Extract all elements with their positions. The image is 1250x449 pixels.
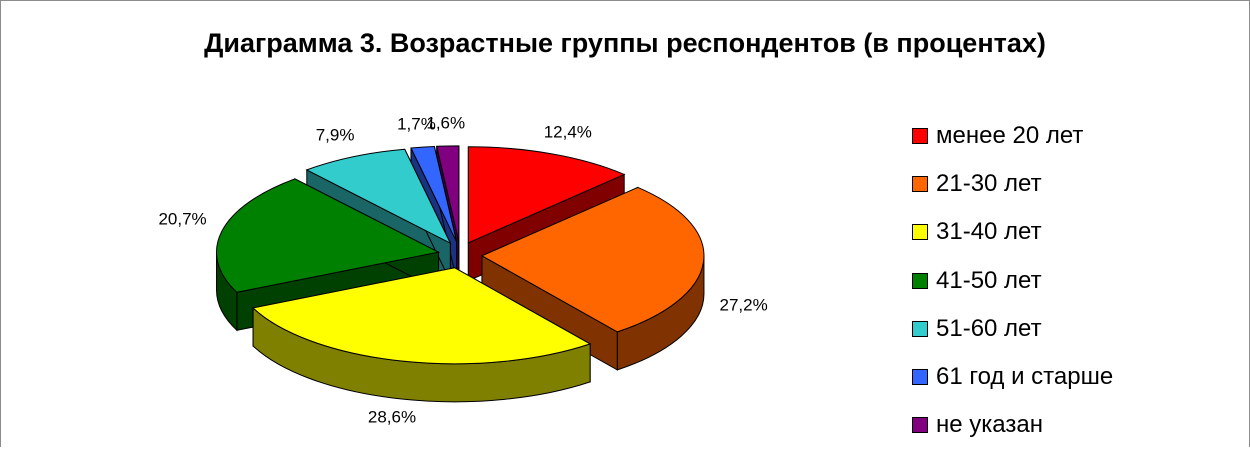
data-label-3: 28,6% (368, 407, 416, 426)
pie-slice-4 (216, 178, 441, 293)
legend-label-7: не указан (936, 411, 1043, 439)
legend-swatch-1 (912, 128, 928, 145)
legend-label-4: 41-50 лет (936, 266, 1042, 294)
data-label-7: 1,6% (426, 113, 465, 132)
pie-slice-3 (252, 267, 592, 365)
legend-label-2: 21-30 лет (936, 170, 1042, 198)
data-label-5: 7,9% (316, 126, 355, 145)
data-label-2: 27,2% (720, 296, 768, 315)
pie-slice-7 (436, 145, 460, 242)
legend-item-6: 61 год и старше (912, 353, 1113, 401)
legend-item-5: 51-60 лет (912, 305, 1113, 353)
legend-swatch-2 (912, 176, 928, 193)
pie-slice-1 (467, 146, 626, 244)
legend-label-1: менее 20 лет (936, 122, 1084, 150)
legend-swatch-5 (912, 320, 928, 337)
legend-label-3: 31-40 лет (936, 218, 1042, 246)
pie-slice-5 (305, 148, 452, 245)
legend-swatch-3 (912, 224, 928, 241)
legend-label-5: 51-60 лет (936, 314, 1042, 342)
legend-item-4: 41-50 лет (912, 257, 1113, 305)
chart-title: Диаграмма 3. Возрастные группы респонден… (204, 28, 1046, 58)
chart-legend: менее 20 лет 21-30 лет 31-40 лет 41-50 лет 5… (912, 112, 1113, 449)
legend-label-6: 61 год и старше (936, 363, 1114, 391)
legend-swatch-7 (912, 417, 928, 434)
legend-item-7: не указан (912, 401, 1113, 449)
legend-item-2: 21-30 лет (912, 160, 1113, 208)
legend-swatch-4 (912, 272, 928, 289)
data-label-6: 1,7% (397, 115, 436, 134)
legend-item-3: 31-40 лет (912, 208, 1113, 256)
data-label-1: 12,4% (544, 122, 592, 141)
pie-slice-2 (480, 186, 705, 333)
legend-item-1: менее 20 лет (912, 112, 1113, 160)
data-label-4: 20,7% (158, 209, 206, 228)
legend-swatch-6 (912, 369, 928, 386)
pie-slice-6 (410, 145, 458, 243)
